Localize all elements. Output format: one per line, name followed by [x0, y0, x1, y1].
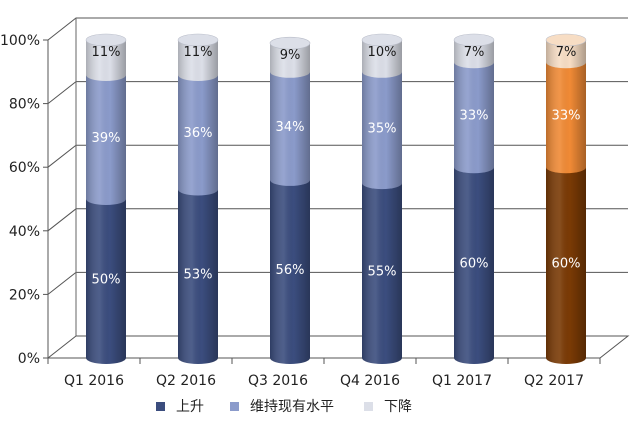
data-label: 50%	[92, 273, 121, 288]
legend-swatch	[156, 402, 165, 411]
data-label: 60%	[552, 257, 581, 272]
data-label: 36%	[184, 126, 213, 141]
bar-stack	[85, 33, 127, 364]
data-labels: 50% 39% 11% 53% 36% 11% 56% 34% 9% 55% 35% 10% 60% 33…	[92, 45, 581, 288]
data-label: 39%	[92, 131, 121, 146]
bar-segment-shading	[86, 40, 126, 81]
bar-stack	[453, 33, 495, 364]
bar-top-cap	[85, 33, 127, 47]
bar-segment-shading	[362, 40, 402, 78]
y-tick-label: 60%	[9, 160, 40, 176]
bar-stack	[361, 33, 403, 364]
data-label: 11%	[184, 45, 213, 60]
bar-segment-shading	[546, 167, 586, 364]
data-label: 60%	[460, 257, 489, 272]
y-tick-label: 20%	[9, 287, 40, 303]
data-label: 33%	[552, 109, 581, 124]
y-tick-label: 40%	[9, 224, 40, 240]
y-tick-label: 0%	[18, 351, 40, 367]
bar-top-cap	[361, 33, 403, 47]
legend-label: 维持现有水平	[250, 399, 334, 415]
bar-segment-shading	[178, 74, 218, 196]
bars	[85, 33, 587, 364]
x-category-label: Q4 2016	[340, 373, 400, 389]
bar-segment-shading	[546, 62, 586, 174]
bar-stack	[177, 33, 219, 364]
gridline	[47, 271, 628, 295]
gridline	[47, 81, 628, 104]
y-tick-label: 100%	[0, 33, 40, 49]
bar-segment-shading	[178, 189, 218, 364]
bar-top-cap	[269, 36, 311, 50]
x-category-label: Q3 2016	[248, 373, 308, 389]
bar-segment-shading	[270, 71, 310, 186]
legend-swatch	[364, 402, 373, 411]
gridlines	[47, 17, 628, 295]
legend-swatch	[230, 402, 239, 411]
bar-segment-shading	[270, 43, 310, 78]
x-category-label: Q2 2017	[524, 373, 584, 389]
data-label: 34%	[276, 120, 305, 135]
bar-top-cap	[453, 33, 495, 47]
bar-segment-shading	[454, 40, 494, 69]
bar-segment-shading	[546, 40, 586, 69]
legend-label: 下降	[384, 399, 412, 415]
data-label: 53%	[184, 268, 213, 283]
bar-top-cap	[545, 33, 587, 47]
gridline	[47, 144, 628, 168]
x-category-label: Q1 2017	[432, 373, 492, 389]
x-category-label: Q1 2016	[64, 373, 124, 389]
data-label: 7%	[556, 45, 577, 60]
data-label: 35%	[368, 121, 397, 136]
bar-segment-shading	[86, 74, 126, 205]
bar-stack	[545, 33, 587, 364]
gridline	[47, 208, 628, 232]
data-label: 56%	[276, 263, 305, 278]
bar-top-cap	[177, 33, 219, 47]
bar-segment-shading	[362, 71, 402, 190]
bar-segment-shading	[86, 199, 126, 364]
data-label: 55%	[368, 265, 397, 280]
y-tick-label: 80%	[9, 97, 40, 113]
x-category-label: Q2 2016	[156, 373, 216, 389]
data-label: 7%	[464, 45, 485, 60]
bar-segment-shading	[270, 179, 310, 364]
chart-floor	[46, 335, 630, 359]
data-label: 10%	[368, 45, 397, 60]
bar-segment-shading	[454, 167, 494, 364]
data-label: 9%	[280, 48, 301, 63]
bar-stack	[269, 36, 311, 364]
gridline	[47, 17, 628, 41]
bar-segment-shading	[454, 62, 494, 174]
legend: 上升 维持现有水平 下降	[156, 399, 412, 415]
data-label: 11%	[92, 45, 121, 60]
data-label: 33%	[460, 109, 489, 124]
legend-label: 上升	[176, 399, 204, 415]
bar-segment-shading	[362, 183, 402, 364]
bar-segment-shading	[178, 40, 218, 81]
